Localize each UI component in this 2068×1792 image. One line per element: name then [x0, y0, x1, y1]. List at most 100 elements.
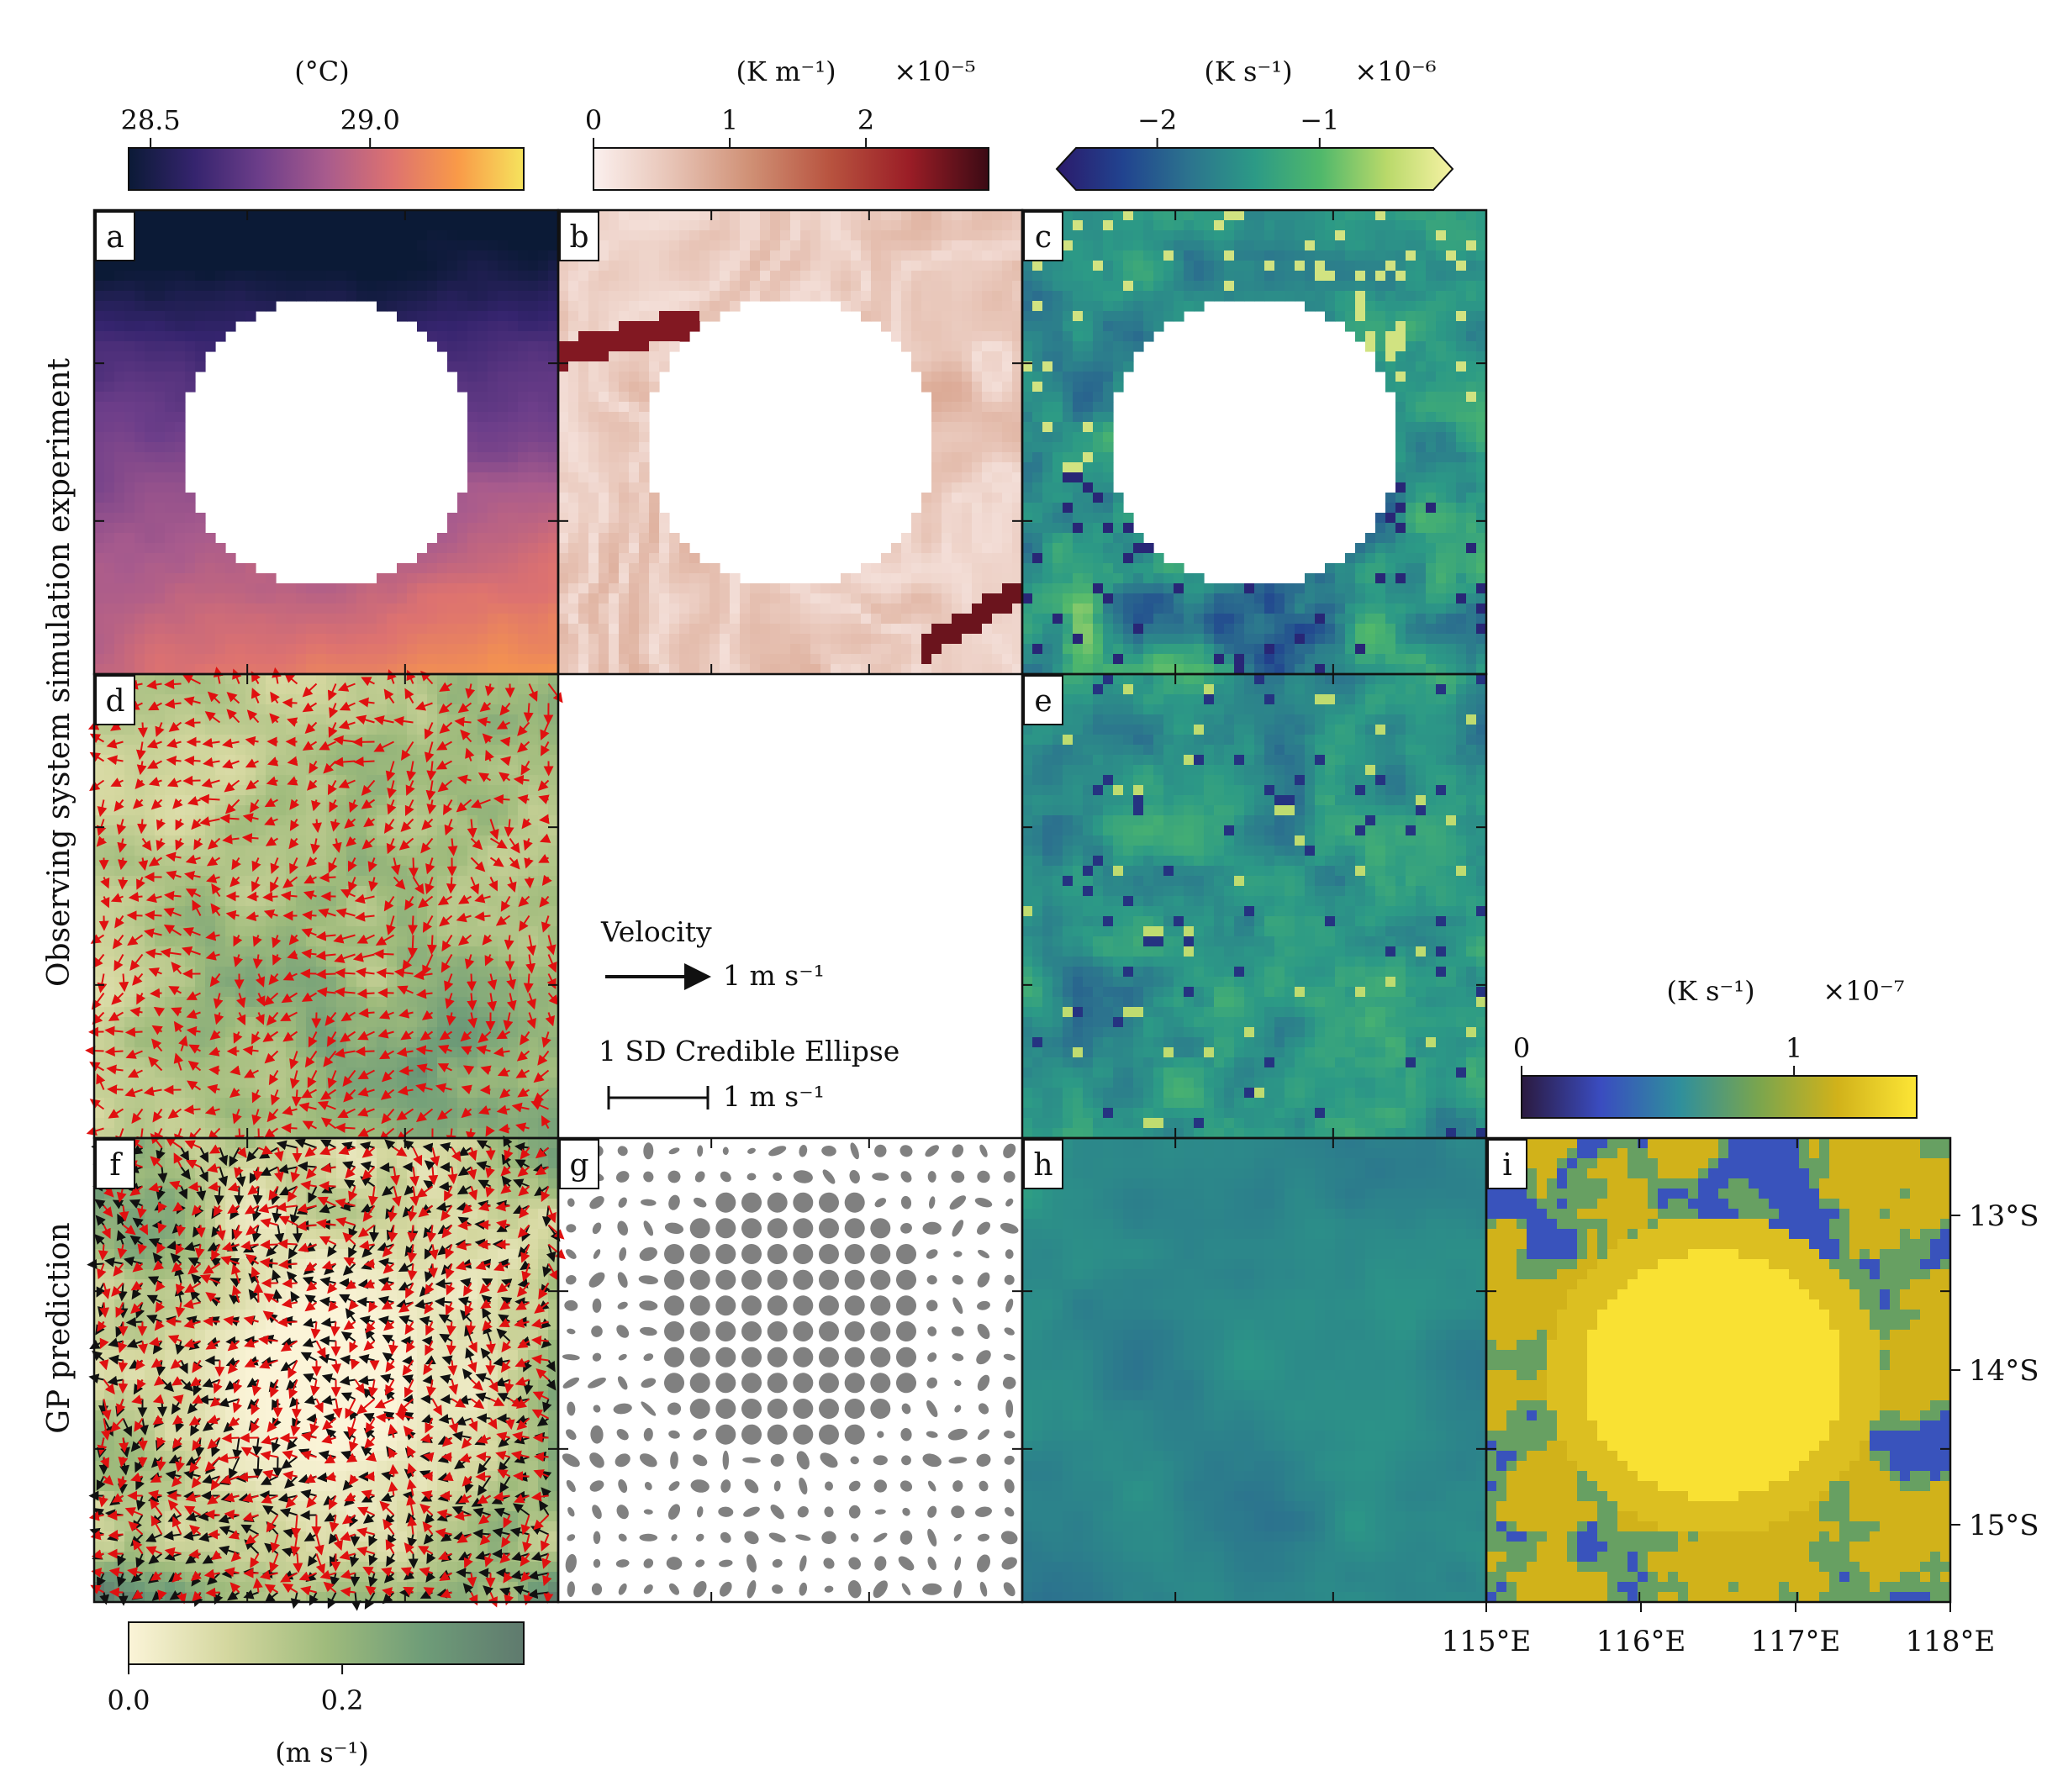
colorbar-tendency: (K s⁻¹) ×10⁻⁶ −2 −1 [1055, 55, 1454, 191]
velocity-arrow [236, 1012, 246, 1026]
velocity-arrow [320, 1117, 337, 1130]
velocity-arrow [350, 1573, 361, 1587]
velocity-arrow [143, 1086, 162, 1097]
velocity-arrow [126, 1338, 143, 1348]
velocity-arrow [520, 1260, 531, 1271]
velocity-arrow [384, 1139, 396, 1150]
credible-ellipse [1004, 1478, 1015, 1494]
velocity-arrow [418, 895, 434, 909]
velocity-arrow [132, 972, 144, 986]
velocity-arrow [547, 683, 563, 704]
velocity-arrow [202, 737, 220, 748]
credible-ellipse [565, 1249, 577, 1259]
velocity-arrow [455, 1415, 472, 1426]
velocity-arrow [117, 1283, 128, 1302]
velocity-arrow [92, 953, 105, 968]
credible-ellipse [638, 1275, 658, 1285]
velocity-arrow [243, 1243, 259, 1253]
velocity-arrow [444, 819, 454, 836]
credible-ellipse [767, 1424, 788, 1445]
velocity-arrow [95, 1215, 106, 1226]
velocity-arrow [186, 1025, 201, 1036]
velocity-arrow [280, 1359, 298, 1372]
credible-ellipse [768, 1146, 787, 1157]
velocity-arrow [225, 909, 240, 920]
velocity-arrow [256, 993, 266, 1007]
velocity-arrow [268, 1069, 279, 1086]
velocity-arrow [398, 1281, 414, 1291]
velocity-arrow [545, 1012, 555, 1027]
colorbar-tick-label: 29.0 [340, 104, 400, 136]
credible-ellipse [952, 1220, 964, 1237]
velocity-arrow [499, 772, 511, 783]
credible-ellipse [639, 1453, 657, 1468]
credible-ellipse [566, 1479, 576, 1493]
velocity-arrow [541, 1337, 552, 1349]
credible-ellipse [1000, 1223, 1019, 1234]
colorbar-gradient-scale: ×10⁻⁵ [894, 55, 975, 87]
velocity-arrow [218, 1147, 229, 1167]
velocity-arrow [164, 890, 182, 901]
velocity-arrow [249, 798, 260, 814]
velocity-arrow [518, 895, 530, 907]
velocity-arrow [203, 1316, 220, 1327]
velocity-arrow [404, 895, 414, 911]
velocity-arrow [530, 1335, 549, 1346]
velocity-arrow [436, 741, 452, 751]
velocity-arrow [520, 760, 530, 776]
credible-ellipse [874, 1198, 887, 1208]
credible-ellipse [616, 1325, 630, 1338]
velocity-arrow [520, 1030, 530, 1046]
velocity-arrow [538, 794, 550, 804]
velocity-arrow [460, 1278, 472, 1288]
credible-ellipse [874, 1144, 887, 1157]
velocity-arrow [122, 1418, 133, 1437]
velocity-arrow [485, 1125, 495, 1137]
velocity-arrow [342, 1069, 356, 1087]
credible-ellipse [977, 1429, 990, 1441]
velocity-arrow [146, 1294, 162, 1304]
velocity-arrow [538, 853, 550, 863]
credible-ellipse [566, 1224, 577, 1233]
credible-ellipse [824, 1585, 834, 1593]
velocity-arrow [476, 1413, 491, 1424]
velocity-arrow [164, 698, 182, 709]
velocity-arrow [163, 908, 182, 918]
velocity-arrow [465, 747, 475, 762]
velocity-arrow [369, 1225, 379, 1243]
velocity-arrow [458, 894, 472, 904]
credible-ellipse [1005, 1299, 1014, 1313]
velocity-arrow [496, 1328, 511, 1342]
velocity-arrow [321, 1373, 336, 1384]
velocity-arrow [517, 794, 530, 804]
velocity-arrow [187, 796, 201, 806]
credible-ellipse [849, 1169, 860, 1184]
velocity-arrow [333, 756, 356, 767]
velocity-arrow [245, 779, 260, 790]
velocity-arrow [537, 779, 550, 792]
credible-ellipse [927, 1326, 937, 1336]
velocity-arrow [148, 777, 162, 787]
credible-ellipse [593, 1405, 601, 1413]
credible-ellipse [795, 1534, 811, 1542]
velocity-arrow [401, 741, 414, 761]
velocity-arrow [315, 950, 336, 961]
credible-ellipse [562, 1354, 580, 1361]
credible-ellipse [953, 1251, 963, 1257]
credible-ellipse [844, 1321, 865, 1341]
velocity-arrow [357, 1069, 375, 1080]
velocity-arrow [435, 1278, 452, 1289]
velocity-arrow [166, 870, 182, 880]
credible-ellipse [872, 1173, 889, 1181]
velocity-arrow [358, 1375, 375, 1386]
velocity-arrow [281, 992, 298, 1004]
velocity-arrow [127, 934, 144, 946]
velocity-arrow [246, 1378, 260, 1388]
velocity-arrow [252, 1457, 263, 1479]
velocity-arrow [319, 1276, 336, 1287]
colorbar-tick-label: 2 [857, 104, 874, 136]
credible-ellipse [689, 1295, 710, 1316]
velocity-arrow [287, 950, 298, 960]
velocity-arrow [478, 1104, 491, 1115]
velocity-arrow [148, 967, 162, 978]
